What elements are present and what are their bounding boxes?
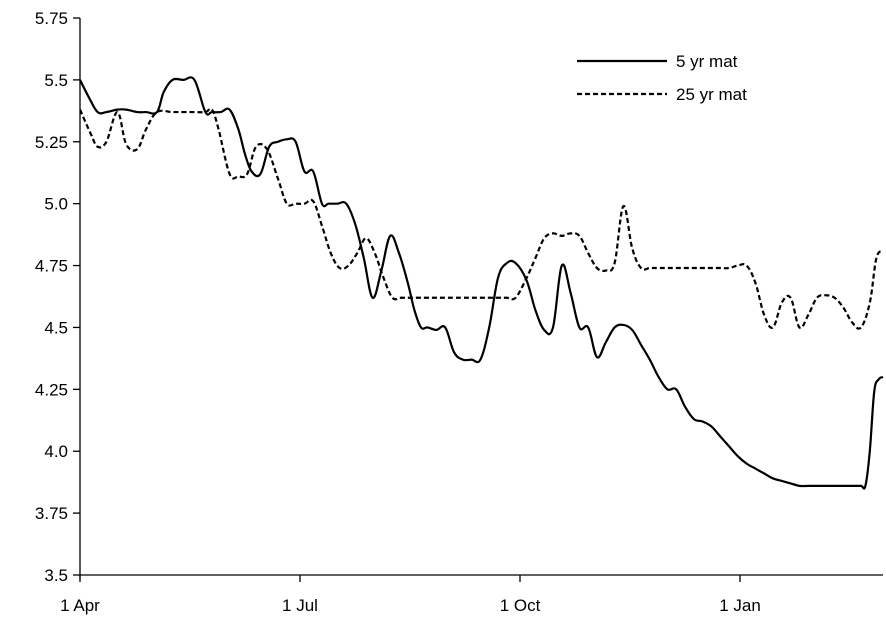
y-tick-label: 3.5 [44,566,68,585]
y-tick-label: 5.75 [35,9,68,28]
legend: 5 yr mat 25 yr mat [577,52,747,104]
x-tick-label: 1 Jan [719,596,761,615]
series-line-25-yr-mat [80,107,884,330]
y-tick-label: 4.25 [35,380,68,399]
y-tick-label: 5.5 [44,71,68,90]
axes: 5.75 5.5 5.25 5.0 4.75 4.5 4.25 4.0 3.75 3.5 1 Apr… [35,9,883,615]
series-line-5-yr-mat [80,76,884,490]
legend-label: 5 yr mat [676,52,738,71]
legend-label: 25 yr mat [676,85,747,104]
y-tick-label: 5.0 [44,195,68,214]
y-tick-label: 4.5 [44,318,68,337]
y-tick-label: 5.25 [35,133,68,152]
x-tick-label: 1 Apr [60,596,100,615]
y-tick-label: 4.0 [44,442,68,461]
y-tick-label: 4.75 [35,257,68,276]
series-layer [80,76,884,490]
x-tick-label: 1 Jul [282,596,318,615]
y-tick-label: 3.75 [35,504,68,523]
x-tick-label: 1 Oct [500,596,541,615]
